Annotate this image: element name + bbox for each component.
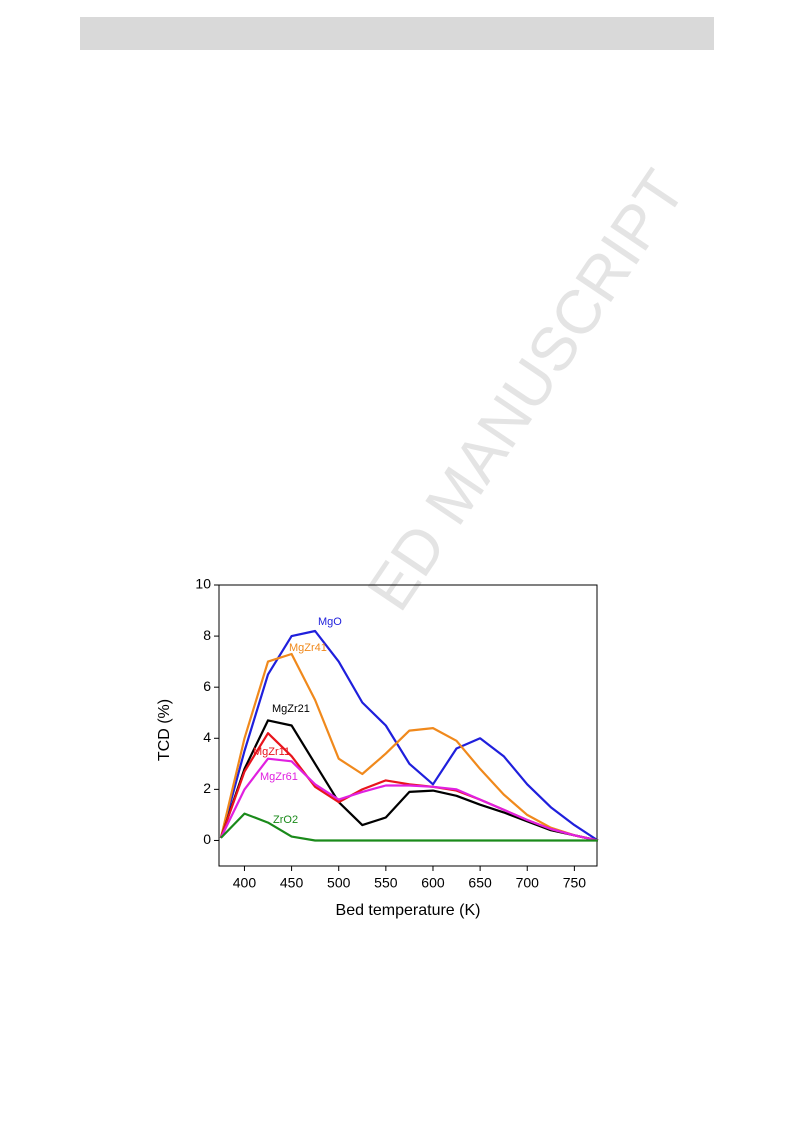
series-label: ZrO2 <box>273 814 298 826</box>
x-tick-label: 500 <box>327 875 351 891</box>
x-tick-label: 650 <box>468 875 492 891</box>
x-tick-label: 550 <box>374 875 398 891</box>
x-tick-label: 750 <box>563 875 587 891</box>
y-tick-label: 2 <box>203 780 211 796</box>
series-line <box>220 812 598 842</box>
y-tick-label: 10 <box>195 576 211 592</box>
series-label: MgO <box>318 616 342 628</box>
x-tick-label: 700 <box>516 875 540 891</box>
x-tick-label: 400 <box>233 875 257 891</box>
x-axis-label: Bed temperature (K) <box>336 902 481 919</box>
series-line <box>219 719 599 842</box>
y-tick-label: 0 <box>203 831 211 847</box>
series-line <box>219 757 599 842</box>
y-tick-label: 8 <box>203 627 211 643</box>
series-label: MgZr21 <box>272 703 310 715</box>
series-label: MgZr41 <box>289 642 327 654</box>
series-line <box>219 629 599 842</box>
series-label: MgZr11 <box>253 746 290 758</box>
plot-frame <box>218 584 598 867</box>
y-axis-label: TCD (%) <box>156 699 173 761</box>
y-tick-label: 4 <box>203 729 211 745</box>
series-label: MgZr61 <box>260 771 298 783</box>
y-tick-label: 6 <box>203 678 211 694</box>
header-bar <box>80 17 714 50</box>
x-tick-label: 450 <box>280 875 304 891</box>
x-tick-label: 600 <box>421 875 445 891</box>
series-line <box>219 652 599 842</box>
